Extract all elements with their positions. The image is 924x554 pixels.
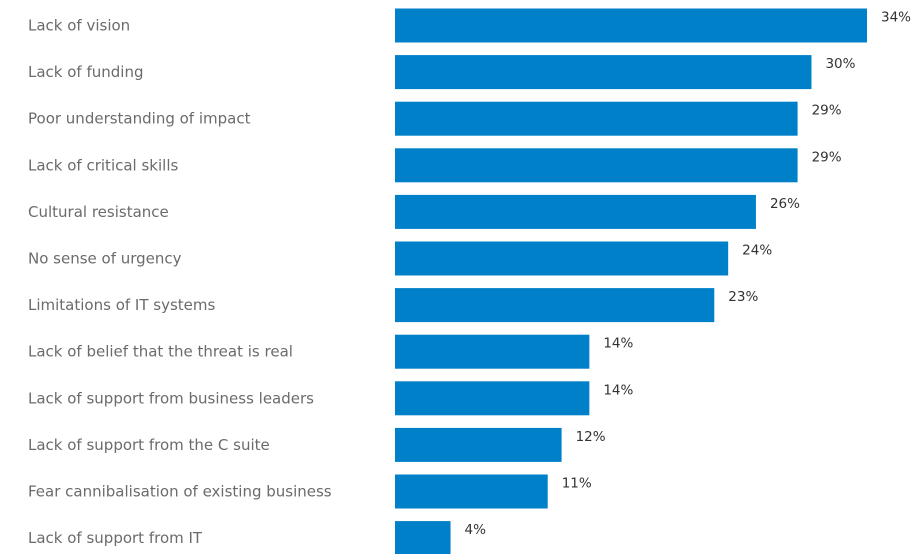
bar: [395, 334, 590, 369]
value-label: 24%: [742, 243, 772, 259]
bar: [395, 101, 798, 136]
category-label: Lack of critical skills: [28, 156, 178, 174]
bar: [395, 8, 867, 43]
category-label: Lack of belief that the threat is real: [28, 343, 293, 361]
value-label: 23%: [728, 289, 758, 305]
value-label: 12%: [576, 429, 606, 445]
value-label: 26%: [770, 196, 800, 212]
category-label: Lack of support from the C suite: [28, 436, 270, 454]
value-label: 11%: [562, 476, 592, 492]
bar: [395, 241, 729, 276]
value-label: 29%: [812, 149, 842, 165]
bar: [395, 381, 590, 416]
category-label: Lack of funding: [28, 63, 144, 81]
bar: [395, 427, 562, 462]
category-label: No sense of urgency: [28, 250, 182, 268]
bar: [395, 521, 451, 554]
category-label: Fear cannibalisation of existing busines…: [28, 483, 332, 501]
category-label: Lack of support from IT: [28, 529, 203, 547]
category-label: Poor understanding of impact: [28, 110, 251, 128]
category-label: Cultural resistance: [28, 203, 169, 221]
value-label: 30%: [825, 56, 855, 72]
bar: [395, 55, 812, 90]
value-label: 4%: [465, 522, 487, 538]
category-label: Lack of vision: [28, 17, 130, 35]
value-label: 14%: [603, 336, 633, 352]
value-label: 14%: [603, 382, 633, 398]
value-label: 34%: [881, 10, 911, 26]
category-label: Limitations of IT systems: [28, 296, 216, 314]
bar: [395, 194, 756, 229]
bar: [395, 288, 715, 323]
bar: [395, 474, 548, 509]
value-label: 29%: [812, 103, 842, 119]
category-label: Lack of support from business leaders: [28, 389, 314, 407]
bar: [395, 148, 798, 183]
